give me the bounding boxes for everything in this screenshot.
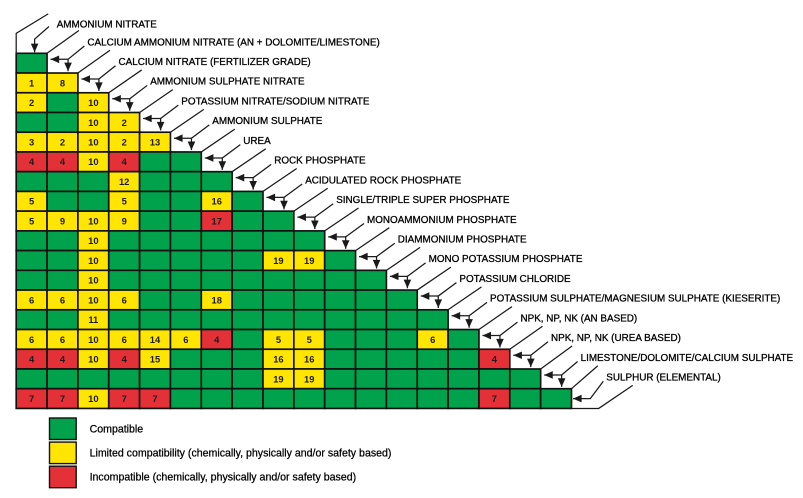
svg-text:CALCIUM AMMONIUM NITRATE (AN: CALCIUM AMMONIUM NITRATE (AN + DOLOMITE/… [87,37,379,48]
svg-text:AMMONIUM NITRATE: AMMONIUM NITRATE [57,19,158,30]
svg-text:AMMONIUM SULPHATE: AMMONIUM SULPHATE [212,116,323,127]
svg-text:13: 13 [150,136,160,147]
svg-text:10: 10 [88,334,98,345]
svg-text:18: 18 [212,294,222,305]
svg-text:6: 6 [122,294,127,305]
svg-text:1: 1 [29,77,34,88]
svg-text:LIMESTONE/DOLOMITE/CALCIUM SUL: LIMESTONE/DOLOMITE/CALCIUM SULPHATE [581,353,794,364]
svg-text:CALCIUM NITRATE (FERTILIZER GR: CALCIUM NITRATE (FERTILIZER GRADE) [119,57,311,68]
svg-text:2: 2 [29,97,34,108]
svg-text:6: 6 [60,334,65,345]
svg-text:4: 4 [29,354,35,365]
svg-text:6: 6 [60,294,65,305]
svg-text:16: 16 [212,196,222,207]
svg-text:2: 2 [122,136,127,147]
svg-text:10: 10 [88,97,98,108]
svg-text:7: 7 [122,393,127,404]
svg-text:4: 4 [122,156,128,167]
svg-text:Incompatible (chemically, phys: Incompatible (chemically, physically and… [90,471,357,483]
svg-text:5: 5 [276,334,281,345]
svg-text:5: 5 [29,196,34,207]
svg-text:17: 17 [212,215,222,226]
svg-text:6: 6 [29,294,34,305]
svg-text:UREA: UREA [243,136,271,147]
svg-text:7: 7 [152,393,157,404]
svg-text:ROCK PHOSPHATE: ROCK PHOSPHATE [274,156,366,167]
svg-text:19: 19 [273,373,283,384]
svg-text:4: 4 [29,156,35,167]
svg-text:5: 5 [307,334,312,345]
svg-text:POTASSIUM SULPHATE/MAGNESIUM S: POTASSIUM SULPHATE/MAGNESIUM SULPHATE (K… [490,294,780,305]
svg-text:DIAMMONIUM PHOSPHATE: DIAMMONIUM PHOSPHATE [398,235,527,246]
svg-text:MONO POTASSIUM PHOSPHATE: MONO POTASSIUM PHOSPHATE [429,254,583,265]
svg-text:10: 10 [88,255,98,266]
svg-text:15: 15 [150,354,160,365]
svg-text:8: 8 [60,77,65,88]
svg-text:4: 4 [60,156,66,167]
svg-text:9: 9 [60,215,65,226]
svg-text:6: 6 [29,334,34,345]
svg-text:6: 6 [122,334,127,345]
svg-text:12: 12 [119,176,129,187]
svg-text:19: 19 [273,255,283,266]
svg-text:MONOAMMONIUM PHOSPHATE: MONOAMMONIUM PHOSPHATE [367,215,517,226]
svg-text:16: 16 [304,354,314,365]
svg-text:9: 9 [122,215,127,226]
svg-text:6: 6 [183,334,188,345]
svg-text:POTASSIUM NITRATE/SODIUM NITRA: POTASSIUM NITRATE/SODIUM NITRATE [181,96,370,107]
svg-text:14: 14 [150,334,161,345]
svg-text:Compatible: Compatible [90,423,144,435]
svg-text:4: 4 [60,354,66,365]
svg-text:11: 11 [88,314,98,325]
svg-text:6: 6 [430,334,435,345]
svg-text:10: 10 [88,235,98,246]
svg-text:10: 10 [88,156,98,167]
svg-text:10: 10 [88,117,98,128]
svg-text:4: 4 [214,334,220,345]
svg-text:7: 7 [492,393,497,404]
svg-text:4: 4 [492,354,498,365]
svg-text:4: 4 [122,354,128,365]
svg-text:16: 16 [273,354,283,365]
svg-text:3: 3 [29,136,34,147]
svg-text:10: 10 [88,354,98,365]
svg-text:5: 5 [122,196,127,207]
svg-text:10: 10 [88,215,98,226]
svg-text:ACIDULATED ROCK PHOSPHATE: ACIDULATED ROCK PHOSPHATE [305,175,461,186]
svg-text:10: 10 [88,393,98,404]
svg-text:SULPHUR (ELEMENTAL): SULPHUR (ELEMENTAL) [606,373,721,384]
svg-text:19: 19 [304,255,314,266]
svg-text:5: 5 [29,215,34,226]
svg-text:2: 2 [122,117,127,128]
svg-text:NPK, NP, NK (AN BASED): NPK, NP, NK (AN BASED) [521,313,638,324]
svg-text:AMMONIUM SULPHATE NITRATE: AMMONIUM SULPHATE NITRATE [150,77,305,88]
svg-text:POTASSIUM CHLORIDE: POTASSIUM CHLORIDE [459,274,571,285]
svg-text:7: 7 [60,393,65,404]
svg-text:2: 2 [60,136,65,147]
svg-text:10: 10 [88,275,98,286]
svg-text:10: 10 [88,136,98,147]
svg-text:SINGLE/TRIPLE SUPER PHOSPHATE: SINGLE/TRIPLE SUPER PHOSPHATE [336,195,510,206]
svg-text:Limited compatibility (chemica: Limited compatibility (chemically, physi… [90,447,392,459]
svg-text:7: 7 [29,393,34,404]
svg-text:10: 10 [88,294,98,305]
svg-text:19: 19 [304,373,314,384]
svg-text:NPK, NP, NK (UREA BASED): NPK, NP, NK (UREA BASED) [551,333,681,344]
